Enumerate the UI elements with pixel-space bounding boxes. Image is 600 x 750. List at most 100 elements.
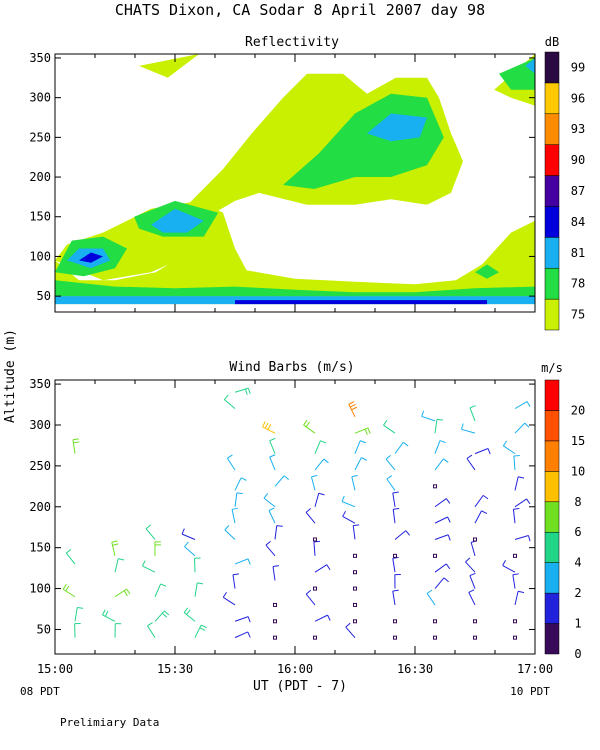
colorbar-label: 93 — [571, 122, 585, 136]
figure-title: CHATS Dixon, CA Sodar 8 April 2007 day 9… — [115, 1, 485, 19]
right-time-note: 10 PDT — [510, 685, 550, 698]
wind-barb — [114, 623, 122, 638]
colorbar-label: 2 — [574, 586, 581, 600]
wind-barb — [514, 401, 531, 410]
colorbar-swatch — [544, 144, 560, 176]
wind-calm-marker — [513, 635, 517, 640]
wind-barb — [314, 614, 331, 622]
wind-barb — [512, 508, 520, 524]
colorbar-label: 20 — [571, 403, 585, 417]
wind-barb — [513, 455, 520, 471]
wind-barb — [305, 508, 316, 524]
y-tick-label: 350 — [29, 377, 51, 391]
colorbar-swatch — [544, 410, 560, 442]
x-tick-label: 17:00 — [517, 662, 553, 676]
wind-barb — [265, 540, 276, 557]
wind-barb — [434, 498, 451, 508]
wind-barb — [142, 560, 156, 573]
wind-barb — [514, 590, 525, 606]
wind-calm-marker — [273, 635, 277, 640]
wind-barb — [234, 387, 251, 395]
wind-barb — [154, 541, 161, 556]
y-tick-label: 200 — [29, 170, 51, 184]
x-tick-label: 16:30 — [397, 662, 433, 676]
x-axis-label: UT (PDT - 7) — [253, 679, 347, 694]
wind-barb — [474, 510, 488, 524]
wind-barb — [469, 405, 476, 422]
wind-barb — [434, 440, 446, 454]
wind-barb — [269, 437, 276, 454]
wind-barb — [394, 530, 411, 540]
wind-calm-marker — [473, 537, 477, 542]
y-tick-label: 150 — [29, 210, 51, 224]
y-tick-label: 100 — [29, 249, 51, 263]
colorbar-label: 0 — [574, 647, 581, 661]
wind-barb — [226, 454, 236, 471]
colorbar-label: 1 — [574, 617, 581, 631]
y-axis-label: Altitude (m) — [3, 329, 18, 423]
reflectivity-region — [475, 264, 499, 279]
wind-barb — [303, 419, 316, 434]
wind-barb — [383, 419, 396, 434]
wind-barb — [234, 616, 251, 623]
colorbar-label: 81 — [571, 246, 585, 260]
wind-calm-marker — [433, 484, 437, 489]
colorbar-label: 6 — [574, 525, 581, 539]
wind-barb — [514, 476, 525, 491]
wind-barb — [421, 410, 436, 422]
colorbar-label: 75 — [571, 308, 585, 322]
colorbar-label: 15 — [571, 434, 585, 448]
colorbar-swatch — [544, 82, 560, 115]
reflectivity-region — [367, 113, 427, 142]
wind-barb — [468, 589, 476, 606]
colorbar-swatch — [544, 113, 560, 145]
x-tick-label: 15:30 — [157, 662, 193, 676]
y-tick-label: 250 — [29, 459, 51, 473]
wind-calm-marker — [393, 619, 397, 624]
y-tick-label: 250 — [29, 130, 51, 144]
wind-barb — [310, 474, 318, 491]
y-tick-label: 50 — [37, 622, 51, 636]
wind-barb — [392, 589, 399, 606]
wind-unit: m/s — [541, 361, 563, 375]
wind-barb — [268, 507, 276, 524]
colorbar-label: 84 — [571, 215, 585, 229]
wind-barb — [314, 440, 327, 454]
colorbar-label: 90 — [571, 153, 585, 167]
reflectivity-region — [139, 54, 199, 78]
wind-calm-marker — [313, 537, 317, 542]
wind-calm-marker — [433, 635, 437, 640]
colorbar-label: 8 — [574, 495, 581, 509]
reflectivity-heatmap — [55, 54, 535, 305]
wind-barb — [426, 589, 436, 606]
wind-barb — [394, 441, 409, 454]
left-time-note: 08 PDT — [20, 685, 60, 698]
wind-barb — [234, 492, 243, 507]
colorbar-label: 4 — [574, 556, 581, 570]
wind-calm-marker — [473, 619, 477, 624]
wind-barb — [341, 495, 356, 508]
wind-barb — [434, 458, 449, 471]
wind-barb — [354, 440, 367, 454]
footer-note: Prelimiary Data — [60, 716, 159, 729]
y-tick-label: 50 — [37, 289, 51, 303]
colorbar-swatch — [544, 267, 560, 300]
colorbar-swatch — [544, 175, 560, 207]
wind-barb — [154, 583, 167, 597]
y-tick-label: 300 — [29, 91, 51, 105]
wind-barb — [234, 631, 251, 639]
colorbar-swatch — [544, 592, 560, 624]
reflectivity-region — [79, 252, 103, 263]
colorbar-label: 78 — [571, 277, 585, 291]
wind-barb — [231, 507, 239, 524]
wind-calm-marker — [433, 619, 437, 624]
wind-barb — [514, 498, 531, 508]
y-tick-label: 300 — [29, 418, 51, 432]
wind-barb — [194, 582, 204, 597]
reflectivity-region — [55, 280, 535, 297]
wind-barb — [224, 525, 236, 540]
wind-calm-marker — [433, 553, 437, 558]
wind-barb — [354, 427, 371, 435]
wind-barb — [194, 624, 207, 638]
